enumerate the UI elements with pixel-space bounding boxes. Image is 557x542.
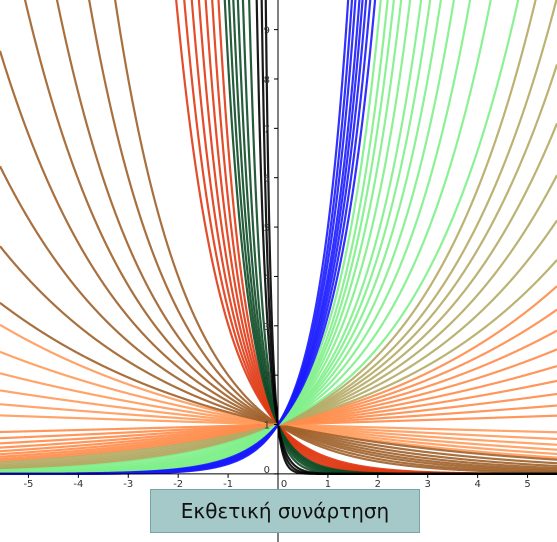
x-tick-label: 5	[524, 479, 530, 490]
x-tick-label: 4	[474, 479, 480, 490]
y-tick-label: 4	[264, 272, 270, 283]
title-box: Εκθετική συνάρτηση	[150, 489, 420, 533]
x-tick-label: 3	[425, 479, 431, 490]
y-tick-label: 7	[264, 124, 270, 135]
x-tick-label: -4	[73, 479, 83, 490]
y-tick-label: 2	[264, 371, 270, 382]
x-tick-label: -2	[173, 479, 183, 490]
x-tick-label: 2	[375, 479, 381, 490]
x-tick-label: -5	[23, 479, 33, 490]
x-tick-label: 1	[325, 479, 331, 490]
y-tick-label: 1	[264, 421, 270, 432]
y-tick-label: 6	[264, 174, 270, 185]
x-tick-label: 0	[281, 479, 287, 490]
y-tick-label: 3	[264, 322, 270, 333]
x-tick-label: -1	[223, 479, 233, 490]
y-tick-label: 8	[264, 75, 270, 86]
y-tick-label: 9	[264, 26, 270, 37]
y-tick-label: 5	[264, 223, 270, 234]
x-tick-label: -3	[123, 479, 133, 490]
y-tick-label: 0	[264, 465, 270, 476]
